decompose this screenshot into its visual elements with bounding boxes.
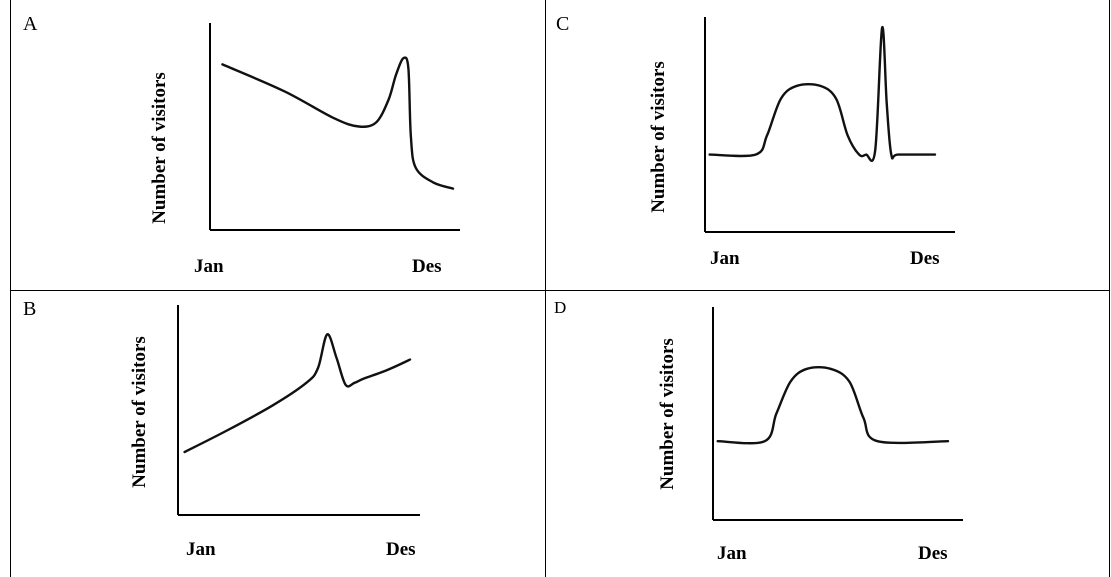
y-axis-label: Number of visitors [129, 336, 150, 488]
table-border-left [10, 0, 11, 577]
x-tick-start: Jan [194, 256, 224, 277]
y-axis-label: Number of visitors [657, 338, 678, 490]
panel-letter-d: D [554, 298, 567, 317]
table-border-middle [545, 0, 546, 577]
y-axis-label: Number of visitors [149, 72, 170, 224]
x-tick-end: Des [386, 539, 416, 560]
x-tick-start: Jan [717, 543, 747, 564]
x-tick-end: Des [910, 248, 940, 269]
series-line [183, 333, 412, 454]
table-border-row-divider [10, 290, 1110, 291]
panel-letter-a: A [23, 13, 38, 35]
panel-letter-b: B [23, 298, 37, 320]
table-border-right [1109, 0, 1110, 577]
chart-panel-a: Number of visitors Jan Des [149, 23, 460, 277]
chart-panel-c: Number of visitors Jan Des [648, 17, 955, 269]
x-tick-start: Jan [186, 539, 216, 560]
series-line [708, 26, 937, 162]
x-tick-start: Jan [710, 248, 740, 269]
chart-panel-d: Number of visitors Jan Des [657, 307, 963, 564]
series-line [716, 365, 950, 445]
series-line [221, 56, 455, 190]
y-axis-label: Number of visitors [648, 61, 669, 213]
x-tick-end: Des [412, 256, 442, 277]
x-tick-end: Des [918, 543, 948, 564]
chart-panel-b: Number of visitors Jan Des [129, 305, 420, 560]
panel-letter-c: C [556, 13, 570, 35]
